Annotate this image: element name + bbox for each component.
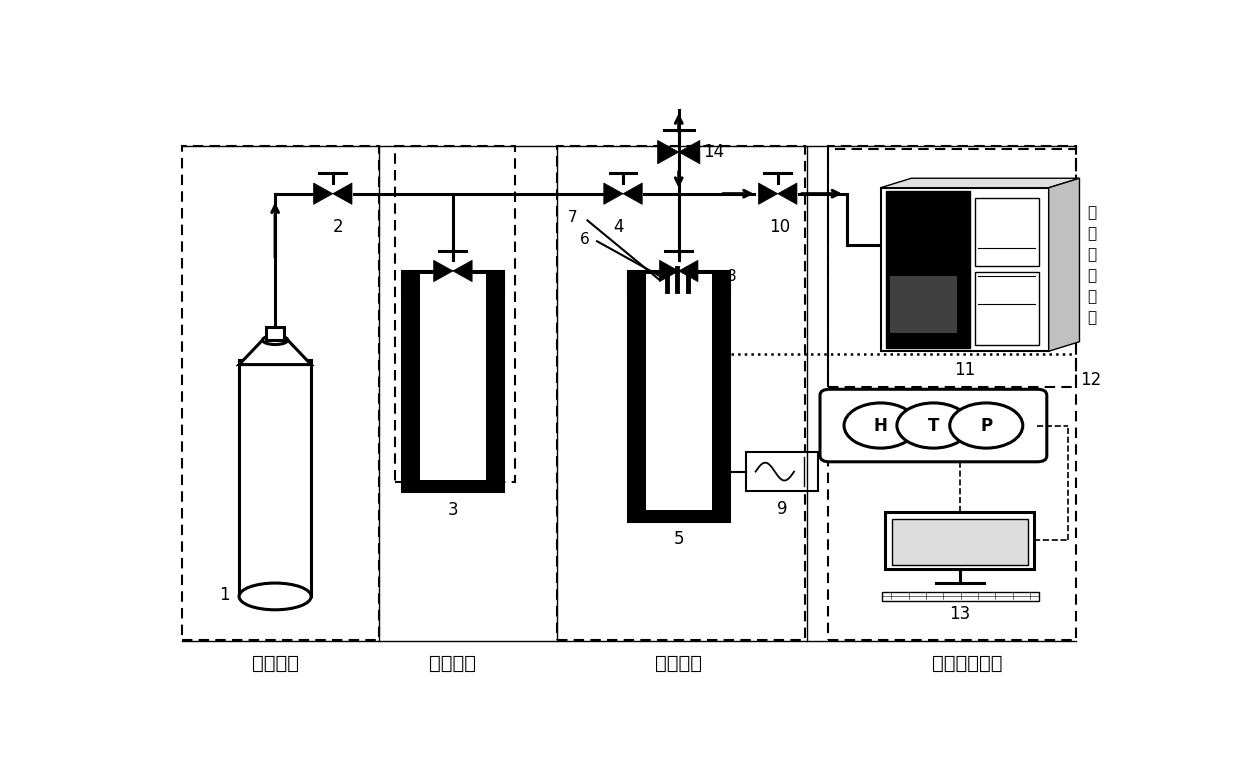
Bar: [629, 274, 729, 520]
Text: 3: 3: [448, 501, 459, 519]
Bar: [403, 271, 503, 293]
Circle shape: [950, 403, 1023, 448]
Text: 测试系统: 测试系统: [655, 654, 702, 673]
Bar: [975, 198, 1039, 266]
Polygon shape: [777, 183, 797, 205]
Ellipse shape: [239, 583, 311, 610]
Polygon shape: [434, 260, 453, 282]
Bar: [396, 146, 516, 482]
Circle shape: [897, 403, 970, 448]
Text: 数据采集系统: 数据采集系统: [931, 654, 1002, 673]
Text: H: H: [874, 417, 888, 435]
Text: 缓冲系统: 缓冲系统: [429, 654, 476, 673]
Circle shape: [844, 403, 918, 448]
Text: 11: 11: [954, 361, 976, 379]
Polygon shape: [622, 183, 642, 205]
Bar: [892, 520, 1028, 564]
Text: 1: 1: [219, 586, 229, 604]
Ellipse shape: [263, 336, 288, 344]
Bar: [557, 146, 805, 639]
Polygon shape: [678, 260, 698, 282]
Bar: [880, 188, 1049, 351]
Bar: [420, 274, 486, 480]
Polygon shape: [880, 178, 1080, 188]
Text: 气
相
分
析
系
统: 气 相 分 析 系 统: [1087, 205, 1096, 325]
Polygon shape: [314, 183, 332, 205]
Bar: [975, 272, 1039, 345]
Bar: [828, 149, 1075, 387]
Bar: [646, 274, 712, 510]
Polygon shape: [678, 141, 699, 164]
Bar: [182, 146, 379, 639]
Bar: [883, 591, 1039, 601]
Polygon shape: [759, 183, 777, 205]
Text: 7: 7: [568, 210, 578, 225]
Bar: [667, 271, 691, 293]
Text: 6: 6: [579, 232, 589, 247]
FancyBboxPatch shape: [820, 389, 1047, 462]
Bar: [746, 452, 818, 491]
Text: 12: 12: [1080, 371, 1101, 389]
Text: 5: 5: [673, 530, 684, 548]
Polygon shape: [453, 260, 472, 282]
Text: 8: 8: [727, 269, 737, 284]
Bar: [441, 271, 465, 293]
Text: P: P: [980, 417, 992, 435]
Bar: [629, 271, 729, 293]
Text: 供气系统: 供气系统: [252, 654, 299, 673]
Bar: [267, 327, 284, 340]
Polygon shape: [332, 183, 352, 205]
Polygon shape: [604, 183, 622, 205]
Bar: [239, 360, 311, 597]
Bar: [887, 191, 971, 347]
Polygon shape: [239, 340, 311, 364]
Text: 10: 10: [769, 218, 790, 236]
Text: 9: 9: [776, 499, 787, 517]
Bar: [403, 274, 503, 491]
Polygon shape: [660, 260, 678, 282]
Polygon shape: [1049, 178, 1080, 351]
Text: 14: 14: [703, 143, 724, 161]
Bar: [885, 512, 1034, 569]
Bar: [890, 276, 957, 334]
Polygon shape: [657, 141, 678, 164]
Text: 2: 2: [332, 218, 343, 236]
Text: 13: 13: [949, 604, 971, 623]
Text: T: T: [928, 417, 939, 435]
Bar: [828, 146, 1075, 639]
Text: 4: 4: [613, 218, 624, 236]
